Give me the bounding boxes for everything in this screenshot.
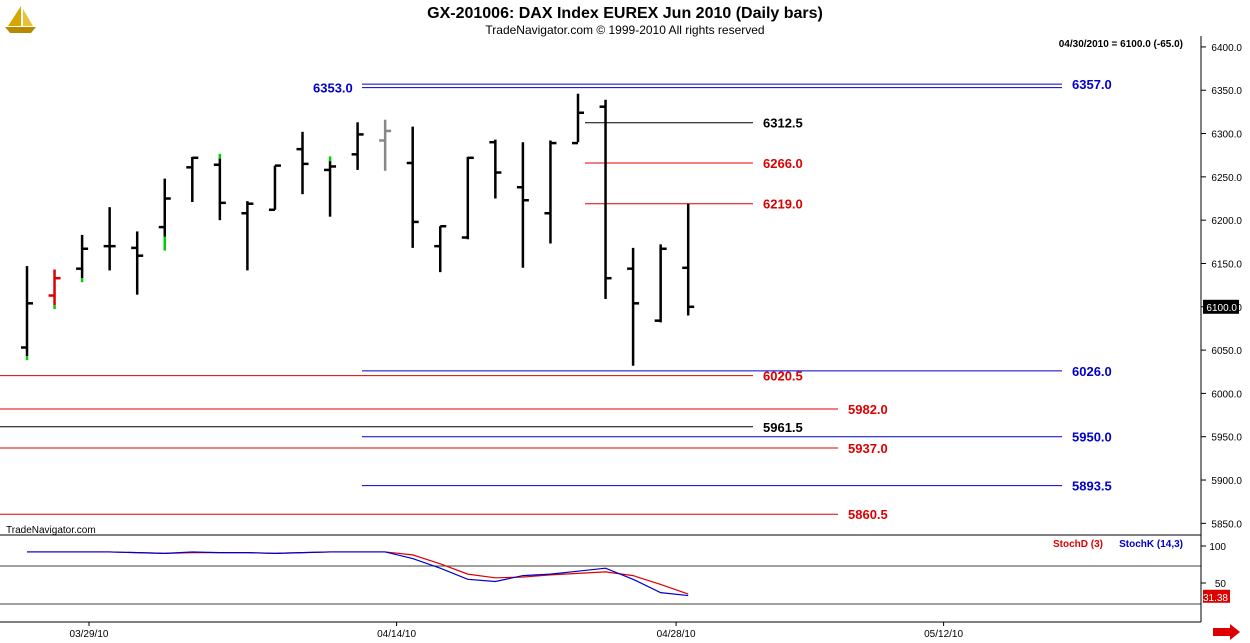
price-tick-label: 6000.0 (1211, 389, 1242, 400)
stoch-series-line (27, 551, 689, 595)
price-tick-label: 6200.0 (1211, 216, 1242, 227)
watermark-text: TradeNavigator.com (6, 525, 96, 536)
level-label: 5950.0 (1072, 430, 1112, 445)
price-tick-label: 6150.0 (1211, 259, 1242, 270)
price-bar (434, 224, 447, 273)
date-tick-label: 05/12/10 (924, 629, 963, 640)
level-label: 6353.0 (313, 81, 353, 96)
price-bar (158, 178, 171, 251)
level-label: 6219.0 (763, 197, 803, 212)
stoch-last-label: 31.38 (1203, 593, 1228, 604)
price-axis-ticks: 6400.0 6350.0 6300.0 6250.0 6200.0 6150.0 6100… (1201, 43, 1242, 530)
price-bar (296, 131, 309, 195)
last-price-info: 04/30/2010 = 6100.0 (-65.0) (1059, 39, 1183, 50)
price-tick-label: 6400.0 (1211, 43, 1242, 54)
price-bar (627, 247, 640, 366)
price-bar (461, 156, 474, 240)
price-bar (103, 207, 116, 271)
level-label: 6020.5 (763, 369, 803, 384)
legend-stochd: StochD (3) (1053, 539, 1103, 550)
price-bar (406, 126, 419, 248)
price-bar (21, 266, 33, 361)
price-bar (379, 119, 392, 171)
copyright-text: TradeNavigator.com © 1999-2010 All right… (485, 23, 764, 37)
red-right-arrow-icon[interactable] (1213, 624, 1240, 640)
price-bar (268, 164, 281, 212)
stoch-tick-label: 50 (1215, 579, 1227, 590)
price-bar (516, 142, 529, 268)
stoch-axis-ticks: 100 50 31.38 (1201, 542, 1230, 604)
price-bar (572, 93, 584, 145)
price-bar (654, 244, 667, 323)
level-label: 6357.0 (1072, 77, 1112, 92)
price-bar (186, 156, 199, 202)
level-label: 5937.0 (848, 441, 888, 456)
level-label: 5982.0 (848, 402, 888, 417)
price-bar (599, 99, 612, 299)
price-bar (241, 201, 254, 271)
price-tick-label: 6050.0 (1211, 346, 1242, 357)
last-price-label: 6100.0 (1206, 303, 1237, 314)
date-tick-label: 04/28/10 (657, 629, 696, 640)
price-bar (76, 234, 89, 283)
price-tick-label: 5850.0 (1211, 519, 1242, 530)
price-bar (213, 153, 226, 221)
price-tick-label: 6300.0 (1211, 130, 1242, 141)
date-axis-ticks: 03/29/10 04/14/10 04/28/10 05/12/10 (70, 622, 963, 640)
last-price-box (1203, 299, 1239, 314)
price-bar (682, 203, 695, 316)
date-tick-label: 04/14/10 (377, 629, 416, 640)
stoch-series-line (27, 551, 689, 597)
price-tick-label: 5900.0 (1211, 476, 1242, 487)
price-tick-label: 6250.0 (1211, 173, 1242, 184)
price-bar (489, 139, 502, 199)
legend-stochk: StochK (14,3) (1119, 539, 1183, 550)
level-label: 5961.5 (763, 420, 803, 435)
stoch-tick-label: 100 (1209, 542, 1226, 553)
price-tick-label: 5950.0 (1211, 433, 1242, 444)
price-bar (351, 122, 364, 170)
level-label: 6312.5 (763, 116, 803, 131)
price-bar (48, 269, 61, 310)
level-label: 5860.5 (848, 507, 888, 522)
sailboat-logo-icon (4, 5, 38, 33)
level-label: 6266.0 (763, 156, 803, 171)
support-resistance-levels: 6357.0 6353.0 6312.5 6266.0 6219.0 6026.0 6020… (0, 77, 1112, 522)
price-bar (544, 140, 557, 244)
price-bar (324, 156, 337, 217)
price-tick-label: 6350.0 (1211, 86, 1242, 97)
stoch-last-box (1203, 589, 1230, 603)
price-bars (21, 93, 695, 366)
price-bar (131, 231, 144, 295)
date-tick-label: 03/29/10 (70, 629, 109, 640)
level-label: 5893.5 (1072, 479, 1112, 494)
stochastic-lines (27, 551, 689, 597)
level-label: 6026.0 (1072, 364, 1112, 379)
chart-title: GX-201006: DAX Index EUREX Jun 2010 (Dai… (427, 5, 823, 22)
